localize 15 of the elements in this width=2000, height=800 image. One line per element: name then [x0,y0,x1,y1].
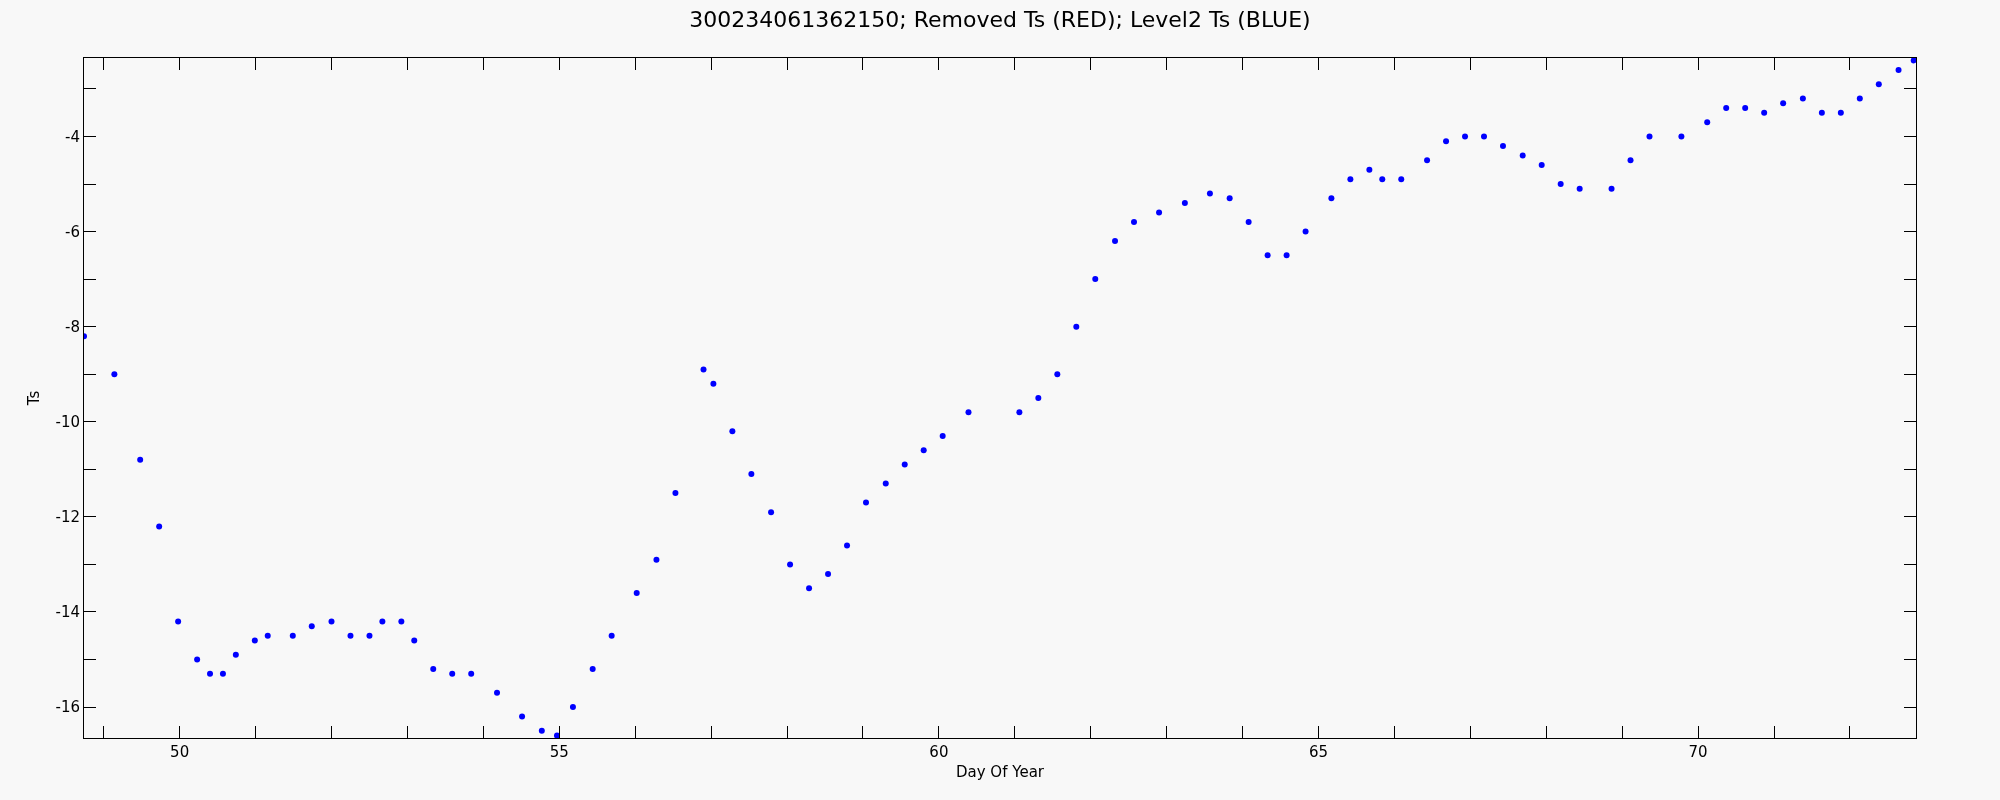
y-tick-label: -16 [55,698,80,717]
y-tick-label: -6 [65,222,80,241]
x-tick-label: 55 [549,743,569,761]
x-tick-label: 60 [929,743,949,761]
y-tick-label: -14 [55,603,80,622]
y-axis-title: Ts [24,390,43,407]
y-tick-label: -4 [65,127,80,146]
x-tick-label: 50 [170,743,190,761]
x-tick-label: 70 [1688,743,1708,761]
y-tick-label: -8 [65,317,80,336]
y-tick-label: -10 [55,413,80,432]
chart-title: 300234061362150; Removed Ts (RED); Level2 Ts (BLUE) [689,7,1311,33]
x-tick-label: 65 [1308,743,1329,761]
y-tick-label: -12 [55,508,80,527]
x-axis-title: Day Of Year [955,763,1045,781]
